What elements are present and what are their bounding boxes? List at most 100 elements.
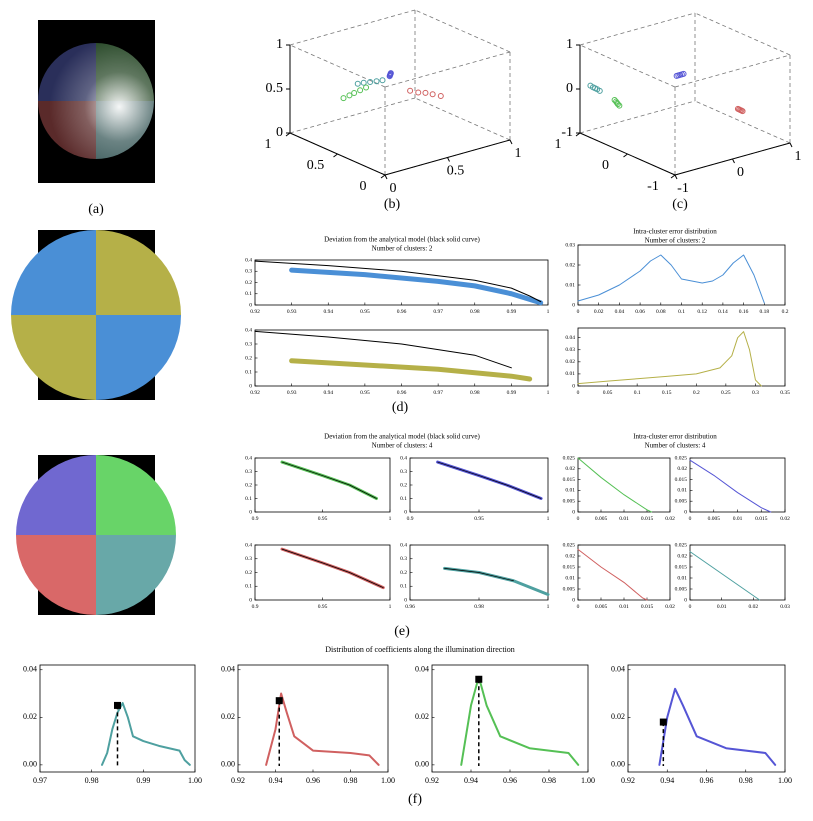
- box-edge: [579, 12, 696, 46]
- y-tick-label: 1: [795, 149, 802, 164]
- x-tick-label: 1: [265, 137, 272, 152]
- y-tick-label: 0.4: [245, 455, 252, 461]
- plot-frame: [254, 259, 549, 306]
- y-tick-label: 0.3: [400, 556, 407, 562]
- x-tick-label: 0.94: [323, 309, 333, 315]
- x-tick-label: 0.16: [739, 309, 749, 315]
- x-tick-label: 0.01: [619, 604, 629, 610]
- y-tick-label: 0.3: [400, 469, 407, 475]
- x-tick-label: 1: [555, 137, 562, 152]
- y-tick-label: 0.02: [565, 262, 575, 268]
- z-tick-label: 1: [276, 37, 283, 52]
- y-tick-label: 0.1: [245, 496, 252, 502]
- y-tick-label: 0.04: [565, 335, 575, 341]
- y-tick-label: 0: [572, 383, 575, 389]
- y-tick-label: 0.1: [245, 291, 252, 297]
- caption: (e): [394, 624, 410, 639]
- data-line: [254, 330, 512, 369]
- z-tick-label: -1: [561, 125, 573, 140]
- plot-frame: [577, 457, 671, 513]
- y-tick-label: 0: [249, 509, 252, 515]
- x-tick-label: 0.02: [780, 516, 790, 522]
- x-tick-label: 0.2: [693, 390, 700, 396]
- point: [387, 70, 394, 77]
- x-tick-label: 1: [547, 516, 550, 522]
- heading: Deviation from the analytical model (bla…: [324, 236, 480, 244]
- x-tick-label: 0.015: [641, 516, 654, 522]
- point: [680, 70, 687, 77]
- caption: (c): [672, 197, 688, 212]
- y-tick-label: 0: [572, 302, 575, 308]
- tick-mark: [674, 174, 678, 180]
- point: [429, 91, 436, 98]
- data-line: [436, 460, 543, 500]
- point: [739, 108, 746, 115]
- data-line: [101, 702, 191, 766]
- y-tick-label: 0.04: [611, 665, 625, 674]
- x-tick-label: -1: [647, 179, 659, 194]
- data-line: [577, 254, 765, 304]
- y-tick-label: 0.02: [677, 553, 687, 559]
- plot-frame: [577, 544, 671, 601]
- y-tick-label: 0.02: [565, 359, 575, 365]
- data-line: [265, 692, 380, 766]
- y-tick-label: 0: [390, 181, 397, 196]
- point: [373, 78, 380, 85]
- y-tick-label: 0.015: [675, 564, 688, 570]
- plot-frame: [577, 327, 786, 387]
- x-tick-label: 0.95: [360, 390, 370, 396]
- y-tick-label: 0.02: [611, 712, 625, 721]
- data-line: [658, 687, 777, 766]
- x-tick-label: 0.96: [503, 776, 517, 785]
- y-tick-label: 0.005: [675, 586, 688, 592]
- y-tick-label: 0.015: [675, 477, 688, 483]
- y-tick-label: 0.3: [245, 556, 252, 562]
- x-tick-label: 0.92: [621, 776, 635, 785]
- tick-mark: [623, 153, 628, 158]
- x-tick-label: 0.96: [700, 776, 714, 785]
- x-tick-label: 0: [577, 516, 580, 522]
- x-tick-label: 1: [547, 604, 550, 610]
- x-tick-label: 0.9: [252, 516, 259, 522]
- heading: Intra-cluster error distribution: [633, 433, 717, 441]
- x-tick-label: 0.06: [635, 309, 645, 315]
- x-tick-label: 0.35: [780, 390, 790, 396]
- marker: [475, 675, 483, 683]
- box-edge: [674, 54, 791, 88]
- x-tick-label: 1: [547, 309, 550, 315]
- x-tick-label: 0.93: [287, 390, 297, 396]
- x-tick-label: 0.25: [721, 390, 731, 396]
- point: [354, 80, 361, 87]
- y-tick-label: 0.4: [400, 455, 407, 461]
- y-tick-label: 0: [249, 383, 252, 389]
- marker: [659, 718, 667, 726]
- data-line: [689, 459, 772, 513]
- x-tick-label: 0.1: [634, 390, 641, 396]
- y-tick-label: 0.2: [245, 482, 252, 488]
- x-tick-label: 0.3: [752, 390, 759, 396]
- point: [363, 84, 370, 91]
- x-tick-label: 0.02: [749, 604, 759, 610]
- heading: Distribution of coefficients along the i…: [325, 645, 515, 654]
- point: [614, 101, 621, 108]
- x-tick-label: 0.97: [433, 309, 443, 315]
- box-edge: [289, 44, 386, 88]
- plot-frame: [254, 544, 391, 601]
- point: [616, 102, 623, 109]
- y-tick-label: 0: [249, 302, 252, 308]
- heading: Number of clusters: 2: [372, 245, 433, 253]
- x-tick-label: 0.005: [595, 516, 608, 522]
- x-tick-label: 0.98: [470, 309, 480, 315]
- x-tick-label: 0.92: [250, 390, 260, 396]
- y-tick-label: 0.03: [565, 242, 575, 248]
- point: [415, 89, 422, 96]
- x-tick-label: 0.98: [739, 776, 753, 785]
- plot-frame: [409, 457, 549, 513]
- tick-mark: [789, 142, 793, 148]
- y-tick-label: 0: [572, 597, 575, 603]
- y-tick-label: 0.00: [23, 760, 37, 769]
- y-tick-label: 0.01: [565, 371, 575, 377]
- plot-frame: [254, 457, 391, 513]
- y-tick-label: 0.4: [245, 542, 252, 548]
- point: [407, 87, 414, 94]
